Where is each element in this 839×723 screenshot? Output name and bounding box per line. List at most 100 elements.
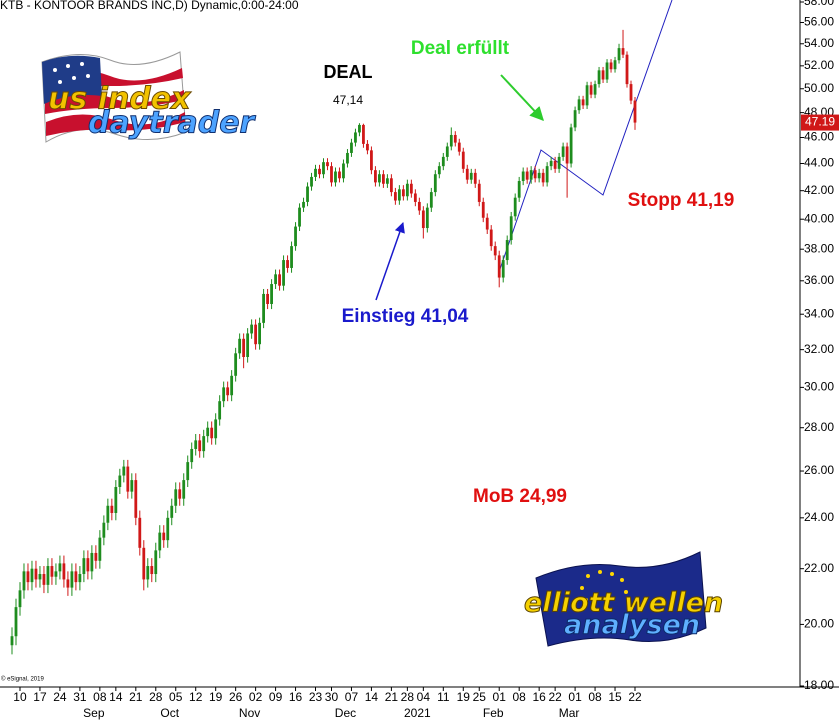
candle-body xyxy=(126,466,130,492)
candle-body xyxy=(198,440,202,452)
x-tick-label: 28 xyxy=(149,690,163,704)
x-tick-label: 19 xyxy=(457,690,471,704)
candle-body xyxy=(521,171,525,182)
candle-body xyxy=(14,607,18,637)
candle-body xyxy=(306,186,309,202)
candle-body xyxy=(545,166,549,183)
x-tick-label: 22 xyxy=(548,690,562,704)
candle-body xyxy=(90,552,94,572)
candle-body xyxy=(78,574,82,583)
candle-body xyxy=(449,134,453,147)
candle-body xyxy=(517,181,521,198)
candles xyxy=(10,29,637,655)
logo-text: daytrader xyxy=(88,106,257,141)
candle-body xyxy=(633,100,637,123)
y-tick-label: 40.00 xyxy=(804,211,834,225)
candle-body xyxy=(493,246,497,256)
candle-body xyxy=(541,172,545,183)
candle-body xyxy=(242,338,246,358)
candle-body xyxy=(358,124,361,133)
candle-body xyxy=(82,558,86,575)
x-tick-label: 14 xyxy=(109,690,123,704)
annotation: Einstieg 41,04 xyxy=(342,306,469,327)
x-tick-label: 25 xyxy=(473,690,487,704)
logo-top: us index daytrader xyxy=(41,51,257,143)
candle-body xyxy=(585,85,589,106)
candle-body xyxy=(389,178,393,193)
candle-body xyxy=(234,353,238,376)
candle-body xyxy=(146,566,150,580)
candle-body xyxy=(154,550,158,575)
candle-body xyxy=(254,324,258,345)
candle-body xyxy=(605,62,609,80)
credit: © eSignal, 2019 xyxy=(1,676,44,683)
candle-body xyxy=(258,322,262,345)
candle-body xyxy=(270,284,273,304)
candle-body xyxy=(314,168,317,177)
x-tick-label: 28 xyxy=(401,690,415,704)
y-tick-label: 26.00 xyxy=(804,463,834,477)
candle-body xyxy=(322,162,325,175)
candle-body xyxy=(513,197,517,217)
x-tick-label: 15 xyxy=(608,690,622,704)
candle-body xyxy=(66,579,70,588)
y-tick-label: 18.00 xyxy=(804,678,834,692)
candle-body xyxy=(158,532,162,551)
candle-body xyxy=(118,475,122,487)
candle-body xyxy=(589,85,593,95)
candle-body xyxy=(338,171,341,179)
x-tick-label: 19 xyxy=(209,690,223,704)
candle-body xyxy=(378,174,381,183)
candle-body xyxy=(362,124,365,144)
y-tick-label: 46.00 xyxy=(804,130,834,144)
logo-text: us index xyxy=(48,82,192,117)
candle-body xyxy=(382,174,385,184)
candle-body xyxy=(441,156,445,167)
month-label: Mar xyxy=(559,706,580,720)
x-tick-label: 24 xyxy=(53,690,67,704)
candle-body xyxy=(405,183,409,197)
candle-body xyxy=(174,489,178,506)
candle-body xyxy=(206,427,210,437)
x-tick-label: 14 xyxy=(365,690,379,704)
candle-body xyxy=(278,274,281,286)
candle-body xyxy=(366,143,369,151)
last-price-label: 47.19 xyxy=(805,115,835,129)
x-tick-label: 10 xyxy=(13,690,27,704)
candle-body xyxy=(130,480,134,492)
y-tick-label: 28.00 xyxy=(804,420,834,434)
candle-body xyxy=(262,293,265,323)
candle-body xyxy=(18,590,22,608)
candle-body xyxy=(114,486,118,513)
y-tick-label: 30.00 xyxy=(804,380,834,394)
arrow xyxy=(375,222,405,301)
annotation: Deal erfüllt xyxy=(411,38,510,59)
candle-body xyxy=(617,48,621,61)
x-tick-label: 17 xyxy=(33,690,47,704)
candle-body xyxy=(58,563,62,572)
candle-body xyxy=(62,563,66,580)
candle-body xyxy=(477,183,481,202)
y-tick-label: 20.00 xyxy=(804,617,834,631)
candle-body xyxy=(286,260,289,268)
candle-body xyxy=(501,260,505,278)
month-label: Dec xyxy=(335,706,356,720)
x-tick-label: 08 xyxy=(93,690,107,704)
annotation: Stopp 41,19 xyxy=(628,190,735,211)
x-tick-label: 16 xyxy=(289,690,303,704)
candle-body xyxy=(102,522,106,538)
candle-body xyxy=(569,127,573,164)
x-tick-label: 02 xyxy=(249,690,263,704)
candle-body xyxy=(429,192,433,208)
x-tick-label: 11 xyxy=(437,690,450,704)
candle-body xyxy=(150,566,154,575)
candle-body xyxy=(469,172,473,180)
x-tick-label: 12 xyxy=(189,690,203,704)
y-tick-label: 24.00 xyxy=(804,510,834,524)
month-label: Sep xyxy=(83,706,105,720)
candle-body xyxy=(350,142,353,153)
y-tick-label: 38.00 xyxy=(804,241,834,255)
candle-body xyxy=(497,255,501,278)
last-price-box xyxy=(801,114,839,131)
candle-body xyxy=(222,387,226,402)
